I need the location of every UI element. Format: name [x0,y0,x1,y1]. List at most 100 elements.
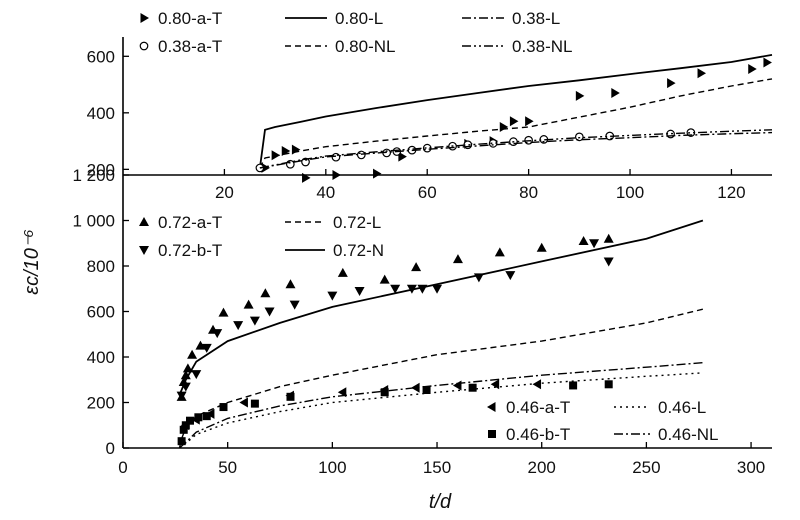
legend-swatch-0-46-b-t [488,430,496,438]
upper-x-tick-label: 120 [717,183,745,202]
legend-swatch-0-72-b-t [139,246,149,255]
lower-x-tick-label: 0 [118,458,127,477]
lower-point-0-46-b-t [380,388,389,397]
upper-series-0-38-nl [259,129,773,169]
lower-point-0-72-b-t [212,329,223,339]
legend-entry-0-80-a-t: 0.80-a-T [140,9,222,28]
lower-point-0-72-b-t [249,316,260,326]
lower-point-0-72-b-t [432,284,443,294]
lower-series-0-72-n [178,219,704,395]
lower-point-0-72-b-t [201,343,212,353]
legend-label-0-46-a-t: 0.46-a-T [506,398,570,417]
lower-point-0-72-b-t [354,287,365,297]
lower-panel [176,219,704,449]
lower-point-0-46-b-t [181,421,190,430]
lower-point-0-46-a-t [337,387,347,398]
axes: 200 400 600 20 40 60 80 100 120 0 200 400 600 800 1 00… [72,37,772,477]
lower-point-0-72-a-t [285,279,296,289]
legend-entry-0-72-l: 0.72-L [285,213,381,232]
lower-point-0-46-b-t [177,437,186,446]
lower-point-0-72-b-t [390,284,401,294]
upper-y-tick-label: 200 [87,160,115,179]
upper-line-0-80-nl [259,78,773,169]
upper-point-0-38-a-t [574,132,584,142]
legend-label-0-80-a-t: 0.80-a-T [158,9,222,28]
upper-point-0-80-a-t [499,121,509,132]
lower-y-tick-label: 1 200 [72,166,115,185]
lower-point-0-46-a-t [411,382,420,393]
lower-point-0-72-a-t [411,262,422,272]
legend-entry-0-46-b-t: 0.46-b-T [488,425,570,444]
upper-y-tick-label: 600 [87,47,115,66]
legend-entry-0-80-l: 0.80-L [285,9,383,28]
upper-point-0-80-a-t [697,68,707,79]
legend-label-0-72-n: 0.72-N [333,241,384,260]
lower-point-0-46-b-t [219,403,228,412]
lower-point-0-72-b-t [289,300,300,310]
upper-panel [255,54,773,183]
upper-y-tick-label: 400 [87,104,115,123]
legend-entry-0-38-nl: 0.38-NL [462,37,572,56]
lower-point-0-72-b-t [191,370,202,380]
lower-line-0-72-n [178,219,704,395]
lower-point-0-46-b-t [422,385,431,394]
legend-entry-0-46-nl: 0.46-NL [614,425,718,444]
lower-point-0-72-b-t [327,291,338,301]
legend-swatch-0-38-a-t [139,41,149,51]
lower-y-tick-label: 0 [106,439,115,458]
lower-series-0-72-a-t [176,233,614,401]
lower-point-0-72-a-t [379,274,390,284]
lower-point-0-46-b-t [286,392,295,401]
upper-x-tick-label: 80 [519,183,538,202]
upper-point-0-80-a-t [261,162,270,173]
lower-point-0-72-a-t [536,242,547,252]
upper-x-tick-label: 20 [215,183,234,202]
lower-point-0-46-a-t [239,397,248,408]
legend-label-0-80-nl: 0.80-NL [335,37,395,56]
lower-y-tick-label: 400 [87,348,115,367]
y-axis-label: εc/10⁻⁶ [21,229,43,294]
lower-point-0-46-b-t [179,425,188,434]
lower-point-0-46-b-t [604,380,613,389]
lower-point-0-46-b-t [194,413,203,422]
upper-point-0-80-a-t [575,90,585,101]
upper-series-0-80-l [259,54,773,169]
lower-point-0-72-a-t [260,288,271,298]
upper-point-0-80-a-t [748,64,757,75]
upper-line-0-38-nl [259,129,773,169]
upper-point-0-80-a-t [611,88,620,99]
legend-swatch-0-46-a-t [487,402,496,412]
upper-series-0-38-l [259,131,773,169]
legend-entry-0-72-n: 0.72-N [285,241,384,260]
lower-point-0-46-b-t [569,381,578,390]
legend-entry-0-72-b-t: 0.72-b-T [139,241,222,260]
legend-label-0-46-l: 0.46-L [658,398,706,417]
legend-label-0-80-l: 0.80-L [335,9,383,28]
lower-point-0-72-a-t [187,349,198,359]
legend-label-0-38-nl: 0.38-NL [512,37,572,56]
lower-x-tick-label: 300 [737,458,765,477]
upper-point-0-80-a-t [398,151,407,162]
upper-line-0-80-l [259,54,773,169]
lower-point-0-72-b-t [603,257,614,267]
lower-y-tick-label: 200 [87,394,115,413]
lower-point-0-46-b-t [250,399,259,408]
lower-series-0-72-l [178,308,704,449]
lower-line-0-46-nl [179,362,703,449]
legend-entry-0-46-a-t: 0.46-a-T [487,398,570,417]
upper-point-0-80-a-t [763,57,772,68]
legend-label-0-46-b-t: 0.46-b-T [506,425,570,444]
upper-point-0-38-a-t [285,159,295,169]
legend-entry-0-80-nl: 0.80-NL [285,37,395,56]
lower-x-tick-label: 200 [528,458,556,477]
upper-point-0-80-a-t [373,168,382,179]
lower-point-0-72-a-t [603,233,614,243]
legend-swatch-0-72-a-t [139,217,149,226]
lower-point-0-72-a-t [195,340,206,350]
legends: 0.80-a-T 0.80-L 0.38-L 0.38-a-T 0.80-NL 0.38-… [139,9,718,444]
upper-point-0-80-a-t [509,116,519,127]
lower-x-tick-label: 50 [218,458,237,477]
lower-point-0-72-a-t [452,254,463,264]
upper-line-0-38-l [259,131,773,169]
lower-y-tick-label: 1 000 [72,212,115,231]
